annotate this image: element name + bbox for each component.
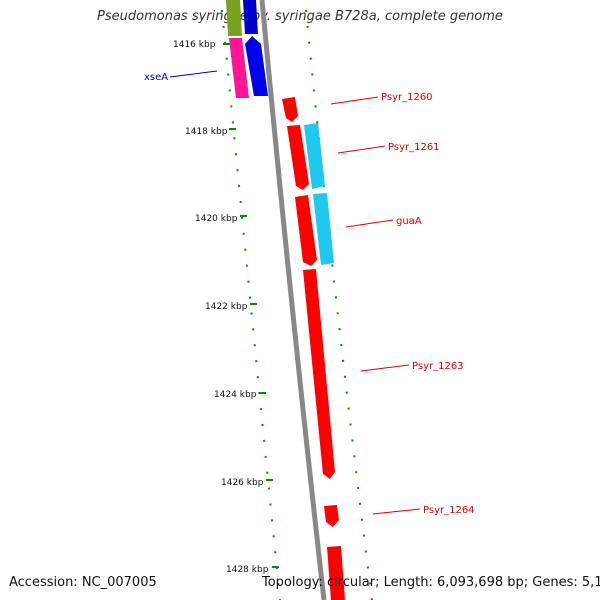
feature-olive [226, 0, 242, 36]
tick-label-1420: 1420 kbp [195, 214, 238, 224]
gene-Psyr_1263[interactable] [303, 269, 335, 479]
tick-label-1428: 1428 kbp [226, 565, 269, 575]
genome-summary-text: Topology: circular; Length: 6,093,698 bp… [262, 575, 600, 590]
tick-ruler [221, 9, 373, 600]
tick-label-1426: 1426 kbp [221, 478, 264, 488]
label-leaders [169, 70, 421, 515]
tick-label-1424: 1424 kbp [214, 390, 257, 400]
gene-label-guaA[interactable]: guaA [396, 216, 422, 227]
gene-Psyr_1261[interactable] [287, 125, 309, 190]
gene-label-Psyr_1263[interactable]: Psyr_1263 [412, 361, 464, 372]
tick-label-1422: 1422 kbp [205, 302, 248, 312]
gene-xseA[interactable] [245, 36, 268, 96]
gene-guaA[interactable] [295, 195, 317, 266]
gene-label-xseA[interactable]: xseA [144, 72, 168, 83]
gene-label-Psyr_1261[interactable]: Psyr_1261 [388, 142, 440, 153]
feature-cyan-1 [304, 123, 325, 189]
map-title: Pseudomonas syringae pv. syringae B728a,… [97, 9, 503, 24]
gene-label-Psyr_1260[interactable]: Psyr_1260 [381, 92, 433, 103]
feature-magenta [229, 38, 249, 98]
gene-label-Psyr_1264[interactable]: Psyr_1264 [423, 505, 475, 516]
accession-text: Accession: NC_007005 [9, 575, 157, 590]
feature-cyan-2 [313, 193, 334, 265]
feature-blue-top [243, 0, 258, 34]
tick-label-1418: 1418 kbp [185, 127, 228, 137]
tick-label-1416: 1416 kbp [173, 40, 216, 50]
gene-Psyr_1260[interactable] [282, 97, 298, 122]
gene-Psyr_1264[interactable] [324, 505, 339, 527]
tick-marks [223, 43, 279, 568]
feature-red-bottom [327, 546, 345, 600]
genome-backbone [259, 0, 327, 600]
